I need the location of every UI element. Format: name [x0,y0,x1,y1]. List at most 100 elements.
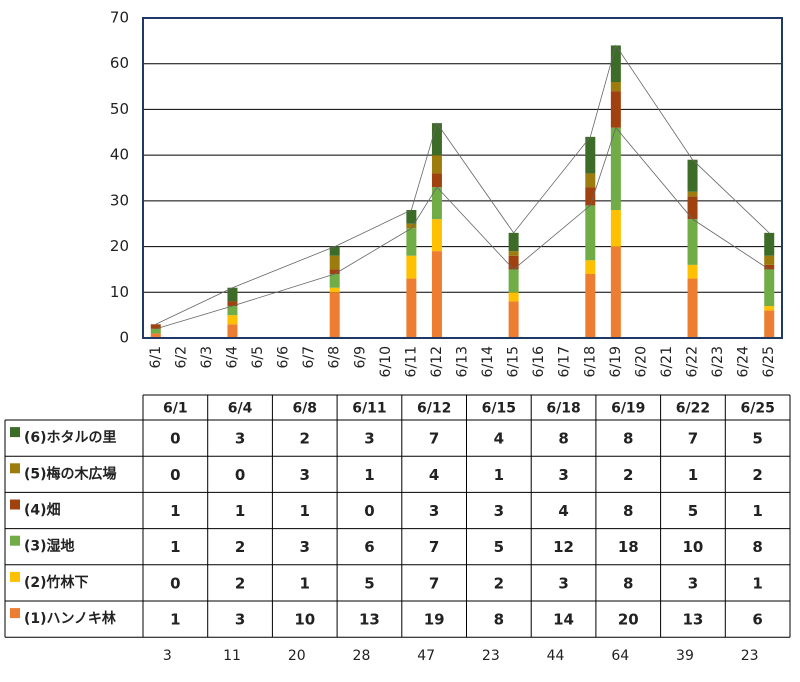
table-cell: 20 [618,611,639,629]
total-label: 39 [676,648,694,664]
table-cell: 0 [170,466,180,484]
table-cell: 1 [494,466,504,484]
table-cell: 2 [623,466,633,484]
total-label: 28 [353,648,371,664]
bar-segment [687,264,698,279]
table-cell: 5 [494,538,504,556]
total-label: 11 [223,648,241,664]
y-tick-label: 70 [110,9,129,27]
bar-segment [329,274,340,288]
x-tick-label: 6/23 [710,346,726,377]
legend-swatch [10,608,20,619]
x-tick-label: 6/6 [276,346,292,369]
plot-border [142,17,783,339]
table-cell: 12 [553,538,574,556]
legend-swatch [10,535,20,546]
table-header: 6/15 [482,401,516,417]
legend-label: (6)ホタルの里 [24,430,117,446]
table-cell: 3 [300,466,310,484]
table-cell: 1 [170,502,180,520]
x-tick-label: 6/11 [403,346,419,377]
legend-swatch [10,463,20,474]
bar-segment [329,246,340,256]
table-cell: 3 [364,430,374,448]
bar-segment [585,136,596,174]
table-cell: 1 [170,611,180,629]
bar-segment [329,292,340,338]
table-cell: 5 [688,502,698,520]
bar-segment [227,324,238,338]
table-cell: 3 [235,611,245,629]
table-cell: 1 [752,574,762,592]
bar-segment [227,287,238,302]
bar-segment [687,159,698,192]
bar-segment [610,210,621,247]
table-header: 6/22 [676,401,710,417]
legend-label: (3)湿地 [24,538,75,555]
table-cell: 3 [235,430,245,448]
x-tick-label: 6/1 [148,346,164,369]
bar-segment [687,219,698,265]
table-cell: 0 [170,574,180,592]
bar-segment [764,310,775,338]
table-cell: 8 [558,430,568,448]
table-cell: 3 [300,538,310,556]
total-label: 23 [482,648,500,664]
bar-segment [585,260,596,274]
legend-swatch [10,499,20,510]
table-cell: 1 [688,466,698,484]
bar-segment [764,269,775,306]
table-cell: 8 [494,611,504,629]
table-cell: 0 [235,466,245,484]
total-label: 20 [288,648,306,664]
table-cell: 7 [688,430,698,448]
table-cell: 13 [359,611,380,629]
bar-segment [227,306,238,316]
bar-segment [431,219,442,252]
bar-segment [406,278,417,338]
table-cell: 10 [683,538,704,556]
x-tick-label: 6/21 [659,346,675,377]
x-tick-label: 6/2 [173,346,189,369]
table-header: 6/4 [228,401,253,417]
table-cell: 18 [618,538,639,556]
table-cell: 2 [235,538,245,556]
legend-label: (2)竹林下 [24,574,89,591]
table-cell: 19 [424,611,445,629]
bar-segment [610,246,621,338]
legend-swatch [10,427,20,438]
table-header: 6/11 [352,401,386,417]
table-header: 6/8 [292,401,317,417]
table-cell: 1 [752,502,762,520]
bar-segment [687,278,698,338]
x-tick-label: 6/25 [761,346,777,377]
bar-segment [329,269,340,274]
y-tick-label: 40 [110,146,129,164]
bar-segment [508,251,519,256]
table-cell: 3 [558,574,568,592]
bar-segment [508,292,519,302]
y-tick-label: 60 [110,54,129,72]
y-tick-label: 20 [110,237,129,255]
legend-label: (1)ハンノキ林 [24,610,116,627]
bar-segment [508,232,519,252]
bar-segment [687,196,698,220]
bar-segment [227,315,238,325]
table-cell: 3 [688,574,698,592]
x-tick-label: 6/5 [250,346,266,369]
table-cell: 1 [300,574,310,592]
y-tick-label: 30 [110,191,129,209]
table-cell: 2 [300,430,310,448]
bar-segment [406,210,417,224]
bar-segment [406,228,417,256]
x-tick-label: 6/17 [557,346,573,377]
table-cell: 0 [364,502,374,520]
bar-segment [585,205,596,261]
table-header: 6/19 [611,401,645,417]
table-header: 6/25 [740,401,774,417]
table-cell: 13 [683,611,704,629]
bar-segment [150,328,161,334]
table-cell: 6 [752,611,762,629]
bar-segment [764,232,775,256]
